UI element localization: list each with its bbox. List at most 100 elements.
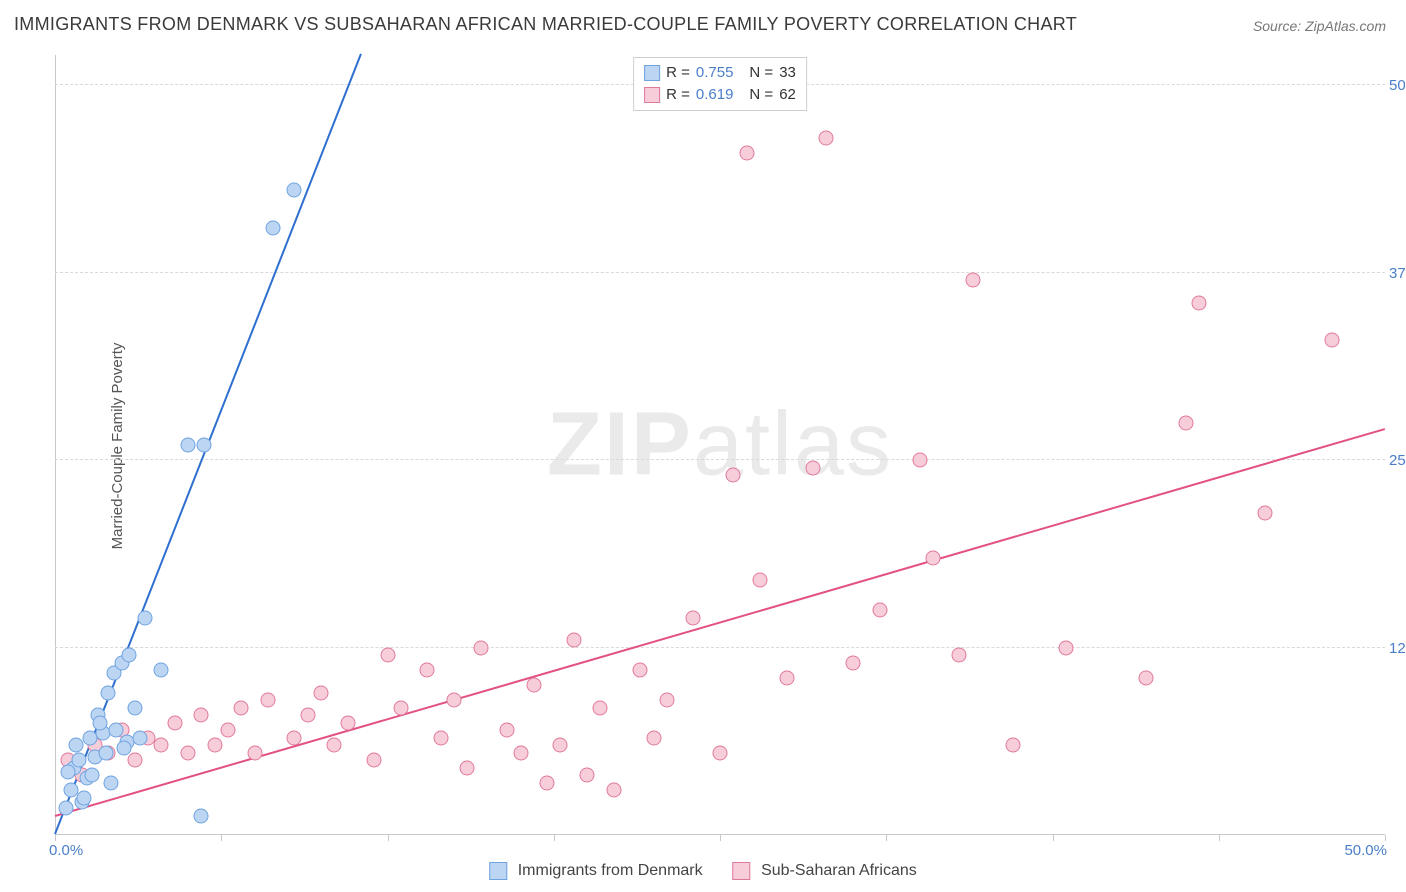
data-point <box>819 130 834 145</box>
x-tick-mark <box>55 835 56 841</box>
data-point <box>1138 670 1153 685</box>
data-point <box>103 775 118 790</box>
data-point <box>77 790 92 805</box>
data-point <box>196 438 211 453</box>
chart-container: IMMIGRANTS FROM DENMARK VS SUBSAHARAN AF… <box>0 0 1406 892</box>
x-tick-mark <box>221 835 222 841</box>
data-point <box>553 738 568 753</box>
data-point <box>1324 333 1339 348</box>
data-point <box>500 723 515 738</box>
data-point <box>117 741 132 756</box>
data-point <box>1058 640 1073 655</box>
legend-row: R = 0.619 N = 62 <box>644 84 796 106</box>
data-point <box>593 700 608 715</box>
data-point <box>846 655 861 670</box>
x-tick-mark <box>886 835 887 841</box>
gridline <box>55 459 1385 460</box>
plot-frame <box>55 55 1385 835</box>
x-max-label: 50.0% <box>1344 842 1387 859</box>
n-label: N = <box>749 62 773 84</box>
data-point <box>327 738 342 753</box>
data-point <box>606 783 621 798</box>
data-point <box>726 468 741 483</box>
data-point <box>420 663 435 678</box>
data-point <box>287 183 302 198</box>
data-point <box>127 753 142 768</box>
data-point <box>260 693 275 708</box>
x-tick-mark <box>388 835 389 841</box>
data-point <box>101 685 116 700</box>
data-point <box>69 738 84 753</box>
data-point <box>340 715 355 730</box>
data-point <box>167 715 182 730</box>
chart-title: IMMIGRANTS FROM DENMARK VS SUBSAHARAN AF… <box>14 14 1077 35</box>
data-point <box>367 753 382 768</box>
legend-swatch-subsaharan <box>644 87 660 103</box>
r-value-subsaharan: 0.619 <box>696 84 734 106</box>
x-tick-mark <box>1385 835 1386 841</box>
n-value-denmark: 33 <box>779 62 796 84</box>
data-point <box>1191 295 1206 310</box>
data-point <box>98 745 113 760</box>
plot-area: ZIPatlas R = 0.755 N = 33 R = 0.619 N = … <box>55 55 1385 835</box>
data-point <box>234 700 249 715</box>
n-label: N = <box>749 84 773 106</box>
x-tick-mark <box>1219 835 1220 841</box>
data-point <box>713 745 728 760</box>
legend-label-subsaharan: Sub-Saharan Africans <box>761 862 917 879</box>
data-point <box>566 633 581 648</box>
data-point <box>85 768 100 783</box>
data-point <box>266 220 281 235</box>
data-point <box>71 753 86 768</box>
data-point <box>952 648 967 663</box>
y-tick-label: 12.5% <box>1389 640 1406 657</box>
data-point <box>872 603 887 618</box>
data-point <box>1178 415 1193 430</box>
data-point <box>194 708 209 723</box>
data-point <box>181 745 196 760</box>
data-point <box>127 700 142 715</box>
x-origin-label: 0.0% <box>49 842 83 859</box>
data-point <box>646 730 661 745</box>
data-point <box>540 775 555 790</box>
source-label: Source: ZipAtlas.com <box>1253 18 1386 34</box>
data-point <box>513 745 528 760</box>
data-point <box>806 460 821 475</box>
data-point <box>154 738 169 753</box>
legend-label-denmark: Immigrants from Denmark <box>518 862 703 879</box>
data-point <box>247 745 262 760</box>
data-point <box>207 738 222 753</box>
data-point <box>965 273 980 288</box>
y-tick-label: 50.0% <box>1389 77 1406 94</box>
data-point <box>122 648 137 663</box>
legend-swatch-denmark <box>489 862 507 880</box>
data-point <box>314 685 329 700</box>
legend-swatch-subsaharan <box>733 862 751 880</box>
data-point <box>659 693 674 708</box>
data-point <box>220 723 235 738</box>
legend-swatch-denmark <box>644 65 660 81</box>
r-label: R = <box>666 62 690 84</box>
data-point <box>194 808 209 823</box>
data-point <box>580 768 595 783</box>
data-point <box>912 453 927 468</box>
r-value-denmark: 0.755 <box>696 62 734 84</box>
data-point <box>526 678 541 693</box>
data-point <box>433 730 448 745</box>
data-point <box>58 801 73 816</box>
data-point <box>181 438 196 453</box>
x-tick-mark <box>720 835 721 841</box>
legend-item-denmark: Immigrants from Denmark <box>489 862 702 880</box>
data-point <box>93 715 108 730</box>
data-point <box>300 708 315 723</box>
legend-item-subsaharan: Sub-Saharan Africans <box>733 862 917 880</box>
gridline <box>55 647 1385 648</box>
legend-correlation-box: R = 0.755 N = 33 R = 0.619 N = 62 <box>633 57 807 111</box>
y-tick-label: 37.5% <box>1389 265 1406 282</box>
data-point <box>925 550 940 565</box>
data-point <box>380 648 395 663</box>
data-point <box>752 573 767 588</box>
data-point <box>133 730 148 745</box>
data-point <box>460 760 475 775</box>
data-point <box>779 670 794 685</box>
